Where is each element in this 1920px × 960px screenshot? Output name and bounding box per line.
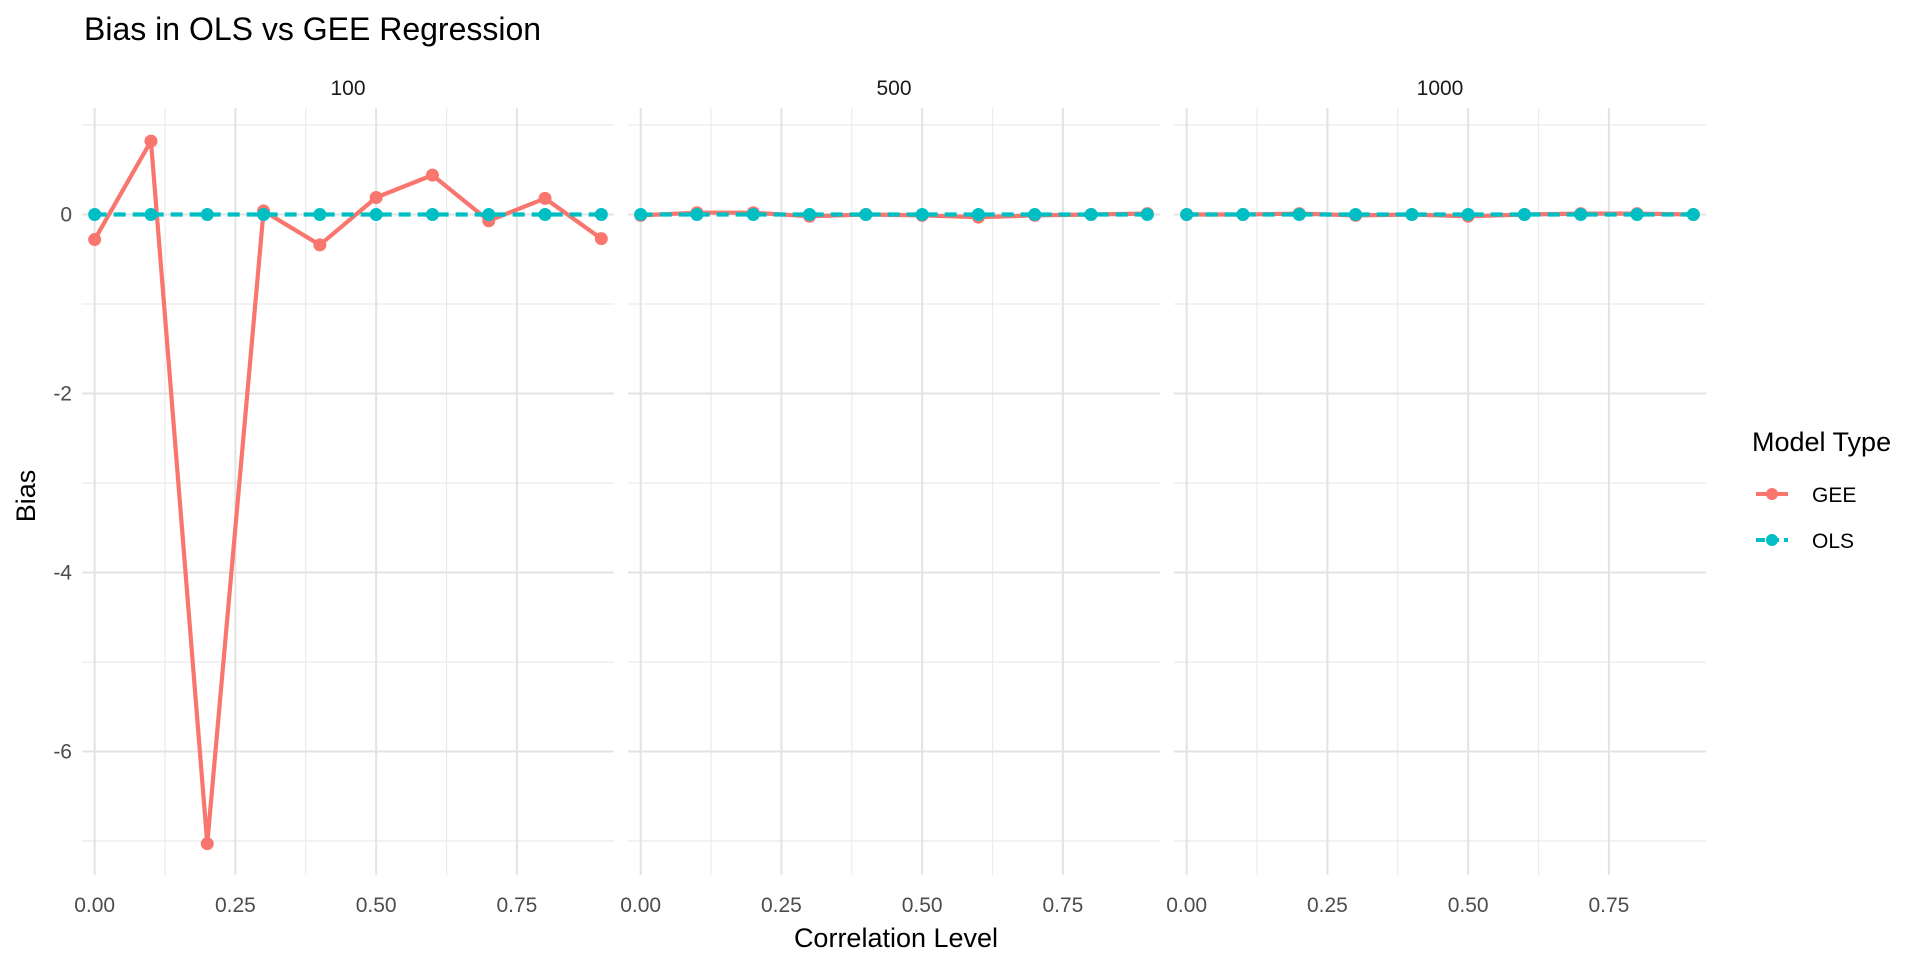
series-ols bbox=[634, 208, 1154, 222]
data-point-ols bbox=[313, 208, 327, 222]
data-point-gee bbox=[313, 238, 327, 252]
legend-point-ols bbox=[1766, 534, 1778, 546]
x-tick-label: 0.25 bbox=[761, 894, 802, 917]
data-point-gee bbox=[425, 168, 439, 182]
data-point-ols bbox=[803, 208, 817, 222]
y-tick-label: 0 bbox=[60, 204, 72, 227]
x-tick-label: 0.00 bbox=[74, 894, 115, 917]
data-point-gee bbox=[369, 190, 383, 204]
facet-panel-500: 500 0.00 0.25 0.50 0.75 bbox=[620, 77, 1160, 917]
x-tick-label: 0.00 bbox=[620, 894, 661, 917]
data-point-ols bbox=[859, 208, 873, 222]
y-axis: 0 -2 -4 -6 bbox=[53, 204, 72, 764]
data-point-ols bbox=[1405, 208, 1419, 222]
data-point-ols bbox=[746, 208, 760, 222]
legend-key-ols: OLS bbox=[1756, 530, 1854, 553]
data-point-ols bbox=[369, 208, 383, 222]
data-point-ols bbox=[144, 208, 158, 222]
data-point-ols bbox=[1461, 208, 1475, 222]
x-tick-label: 0.50 bbox=[1448, 894, 1489, 917]
x-tick-label: 0.25 bbox=[1307, 894, 1348, 917]
data-point-gee bbox=[538, 191, 552, 205]
legend-label-ols: OLS bbox=[1812, 530, 1854, 553]
legend-point-gee bbox=[1766, 488, 1778, 500]
data-point-gee bbox=[144, 134, 158, 148]
data-point-ols bbox=[200, 208, 214, 222]
legend-label-gee: GEE bbox=[1812, 484, 1856, 507]
facet-panel-1000: 1000 0.00 0.25 0.50 0.75 bbox=[1166, 77, 1706, 917]
data-point-ols bbox=[1084, 208, 1098, 222]
series-gee bbox=[88, 134, 608, 851]
data-point-ols bbox=[482, 208, 496, 222]
data-point-gee bbox=[200, 837, 214, 851]
data-point-ols bbox=[1574, 208, 1588, 222]
data-point-ols bbox=[1630, 208, 1644, 222]
data-point-gee bbox=[88, 233, 102, 247]
y-tick-label: -6 bbox=[53, 740, 72, 763]
legend-key-gee: GEE bbox=[1756, 484, 1856, 507]
x-tick-label: 0.25 bbox=[215, 894, 256, 917]
data-point-ols bbox=[1140, 208, 1154, 222]
facet-panels: 0 -2 -4 -6 100 0.00 0.25 0.50 0.75 500 0.00 0.25 0.5… bbox=[53, 77, 1706, 917]
facet-strip-label: 1000 bbox=[1417, 77, 1464, 100]
data-point-ols bbox=[634, 208, 648, 222]
x-axis-label: Correlation Level bbox=[794, 923, 998, 953]
y-tick-label: -4 bbox=[53, 561, 72, 584]
data-point-ols bbox=[1028, 208, 1042, 222]
data-point-ols bbox=[1180, 208, 1194, 222]
data-point-ols bbox=[425, 208, 439, 222]
legend: Model Type GEE OLS bbox=[1752, 427, 1891, 553]
series-ols bbox=[1180, 208, 1700, 222]
x-tick-label: 0.50 bbox=[902, 894, 943, 917]
data-point-ols bbox=[1292, 208, 1306, 222]
data-point-ols bbox=[594, 208, 608, 222]
chart-title: Bias in OLS vs GEE Regression bbox=[84, 11, 541, 47]
data-point-ols bbox=[1236, 208, 1250, 222]
data-point-ols bbox=[1686, 208, 1700, 222]
data-point-gee bbox=[594, 232, 608, 246]
x-tick-label: 0.75 bbox=[1588, 894, 1629, 917]
x-tick-label: 0.50 bbox=[356, 894, 397, 917]
legend-title: Model Type bbox=[1752, 427, 1891, 457]
facet-strip-label: 100 bbox=[330, 77, 365, 100]
series-ols bbox=[88, 208, 608, 222]
data-point-ols bbox=[88, 208, 102, 222]
data-point-ols bbox=[257, 208, 271, 222]
x-tick-label: 0.00 bbox=[1166, 894, 1207, 917]
data-point-ols bbox=[1349, 208, 1363, 222]
data-point-ols bbox=[1517, 208, 1531, 222]
series-line-gee bbox=[92, 139, 603, 846]
x-tick-label: 0.75 bbox=[496, 894, 537, 917]
data-point-ols bbox=[690, 208, 704, 222]
x-tick-label: 0.75 bbox=[1042, 894, 1083, 917]
y-axis-label: Bias bbox=[11, 470, 41, 523]
y-tick-label: -2 bbox=[53, 382, 72, 405]
data-point-ols bbox=[915, 208, 929, 222]
data-point-ols bbox=[971, 208, 985, 222]
facet-panel-100: 100 0.00 0.25 0.50 0.75 bbox=[74, 77, 614, 917]
data-point-ols bbox=[538, 208, 552, 222]
facet-strip-label: 500 bbox=[876, 77, 911, 100]
